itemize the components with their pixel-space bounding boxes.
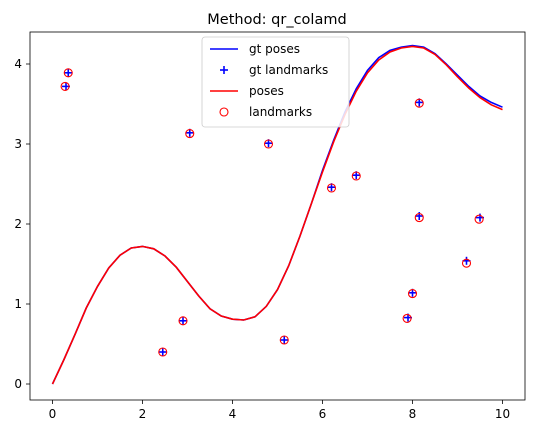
y-tick-label: 3 <box>14 137 22 151</box>
legend-item-gt-poses: gt poses <box>210 42 300 56</box>
series-poses <box>51 45 503 385</box>
legend-label: landmarks <box>249 105 312 119</box>
point-gt-landmarks <box>64 68 73 77</box>
x-tick-label: 8 <box>409 407 417 421</box>
x-tick-label: 2 <box>139 407 147 421</box>
x-tick-label: 10 <box>495 407 510 421</box>
legend-item-gt-landmarks: gt landmarks <box>220 63 328 77</box>
plot-frame <box>29 31 526 401</box>
legend-item-landmarks: landmarks <box>219 105 312 119</box>
point-landmarks <box>263 139 274 149</box>
point-landmarks <box>60 81 70 91</box>
series-gt-landmarks <box>62 68 484 356</box>
legend: gt poses gt landmarks poses landmarks <box>201 36 350 128</box>
series-landmarks <box>60 68 484 357</box>
y-tick-label: 2 <box>14 217 22 231</box>
legend-item-poses: poses <box>210 84 284 98</box>
y-tick-label: 4 <box>14 57 22 71</box>
point-gt-landmarks <box>179 316 187 325</box>
point-landmarks <box>158 347 168 357</box>
x-axis: 0 2 4 6 8 10 <box>49 400 510 421</box>
x-tick-label: 6 <box>319 407 327 421</box>
y-axis: 0 1 2 3 4 <box>14 57 30 391</box>
legend-label: gt poses <box>249 42 300 56</box>
point-gt-landmarks <box>280 336 289 344</box>
legend-box <box>201 36 350 128</box>
point-landmarks <box>414 98 424 108</box>
legend-swatch <box>220 66 228 74</box>
x-tick-label: 4 <box>229 407 237 421</box>
point-landmarks <box>414 213 424 223</box>
point-landmarks <box>185 129 195 139</box>
x-tick-label: 0 <box>49 407 57 421</box>
point-gt-landmarks <box>462 256 471 265</box>
point-landmarks <box>279 335 289 345</box>
point-gt-landmarks <box>158 348 167 356</box>
series-line-poses <box>51 45 503 385</box>
plot-marks <box>51 44 503 385</box>
point-landmarks <box>402 313 412 323</box>
legend-label: gt landmarks <box>249 63 328 77</box>
point-landmarks <box>63 68 73 78</box>
legend-label: poses <box>249 84 284 98</box>
point-landmarks <box>474 214 484 224</box>
point-landmarks <box>407 289 418 299</box>
point-landmarks <box>178 316 188 326</box>
point-landmarks <box>461 258 472 268</box>
point-landmarks <box>326 183 337 193</box>
legend-swatch <box>219 107 229 117</box>
point-landmarks <box>351 171 361 181</box>
chart-title: Method: qr_colamd <box>207 12 346 28</box>
y-tick-label: 0 <box>14 377 22 391</box>
y-tick-label: 1 <box>14 297 22 311</box>
